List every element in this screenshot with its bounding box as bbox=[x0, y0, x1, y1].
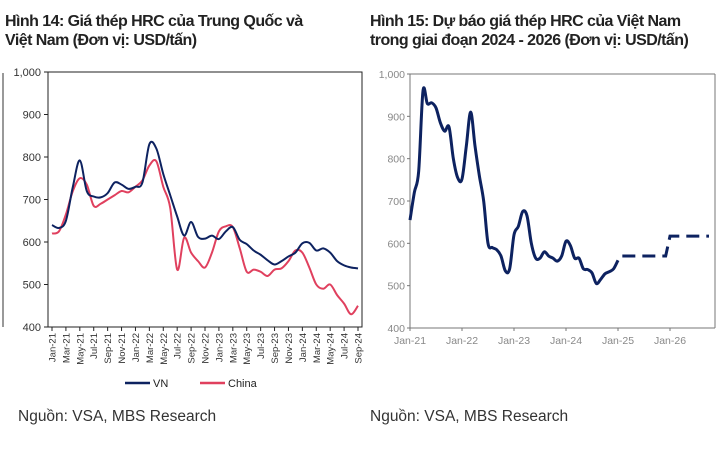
right-x-tick-label: Jan-24 bbox=[550, 335, 582, 347]
forecast-price-line bbox=[622, 234, 709, 258]
right-y-tick-label: 1,000 bbox=[379, 69, 405, 81]
left-chart-title: Hình 14: Giá thép HRC của Trung Quốc và … bbox=[5, 13, 303, 49]
right-x-tick-label: Jan-25 bbox=[602, 335, 634, 347]
right-y-tick-label: 600 bbox=[387, 238, 405, 250]
left-x-tick-label: Jan-24 bbox=[298, 333, 309, 362]
right-x-tick-label: Jan-23 bbox=[498, 335, 530, 347]
left-y-tick-label: 900 bbox=[23, 110, 41, 122]
right-y-tick-label: 800 bbox=[387, 154, 405, 166]
left-x-tick-label: Sep-21 bbox=[103, 333, 114, 364]
left-x-tick-label: Mar-22 bbox=[145, 333, 156, 363]
left-x-tick-label: Jan-21 bbox=[48, 333, 59, 362]
left-y-tick-label: 800 bbox=[23, 152, 41, 164]
series-line-vn bbox=[51, 140, 359, 270]
left-y-tick-label: 1,000 bbox=[13, 67, 41, 79]
legend-label-vn: VN bbox=[153, 378, 168, 390]
actual-price-line bbox=[408, 86, 620, 286]
series-line-china bbox=[51, 159, 359, 316]
left-plot-area bbox=[47, 71, 363, 328]
left-x-tick-label: Jul-23 bbox=[256, 333, 267, 359]
right-x-tick-label: Jan-21 bbox=[394, 335, 426, 347]
right-y-tick-label: 400 bbox=[387, 323, 405, 335]
left-x-tick-label: Nov-22 bbox=[201, 333, 212, 364]
left-x-tick-label: Sep-24 bbox=[354, 333, 365, 364]
right-y-tick-label: 500 bbox=[387, 281, 405, 293]
right-y-tick-label: 900 bbox=[387, 111, 405, 123]
left-y-tick-label: 600 bbox=[23, 237, 41, 249]
right-x-tick-label: Jan-22 bbox=[446, 335, 478, 347]
left-x-tick-label: May-23 bbox=[242, 333, 253, 365]
left-x-tick-label: Jul-24 bbox=[340, 333, 351, 359]
right-source: Nguồn: VSA, MBS Research bbox=[370, 408, 569, 425]
left-x-tick-label: Mar-21 bbox=[61, 333, 72, 363]
left-x-tick-label: Jul-22 bbox=[173, 333, 184, 359]
legend-label-china: China bbox=[228, 378, 258, 390]
left-x-tick-label: May-22 bbox=[159, 333, 170, 365]
right-x-tick-label: Jan-26 bbox=[654, 335, 686, 347]
left-x-tick-label: Sep-23 bbox=[270, 333, 281, 364]
left-x-tick-label: May-21 bbox=[75, 333, 86, 365]
left-y-tick-label: 500 bbox=[23, 280, 41, 292]
left-x-tick-label: Jan-22 bbox=[131, 333, 142, 362]
left-y-tick-label: 700 bbox=[23, 195, 41, 207]
left-x-tick-label: Jul-21 bbox=[89, 333, 100, 359]
left-x-tick-label: Nov-23 bbox=[284, 333, 295, 364]
right-y-tick-label: 700 bbox=[387, 196, 405, 208]
left-x-tick-label: May-24 bbox=[326, 333, 337, 365]
left-x-tick-label: Sep-22 bbox=[187, 333, 198, 364]
left-x-tick-label: Nov-21 bbox=[117, 333, 128, 364]
left-x-tick-label: Mar-23 bbox=[228, 333, 239, 363]
right-chart-title: Hình 15: Dự báo giá thép HRC của Việt Na… bbox=[370, 13, 689, 49]
left-source: Nguồn: VSA, MBS Research bbox=[18, 408, 217, 425]
left-y-tick-label: 400 bbox=[23, 322, 41, 334]
left-x-tick-label: Mar-24 bbox=[312, 333, 323, 363]
left-x-tick-label: Jan-23 bbox=[214, 333, 225, 362]
